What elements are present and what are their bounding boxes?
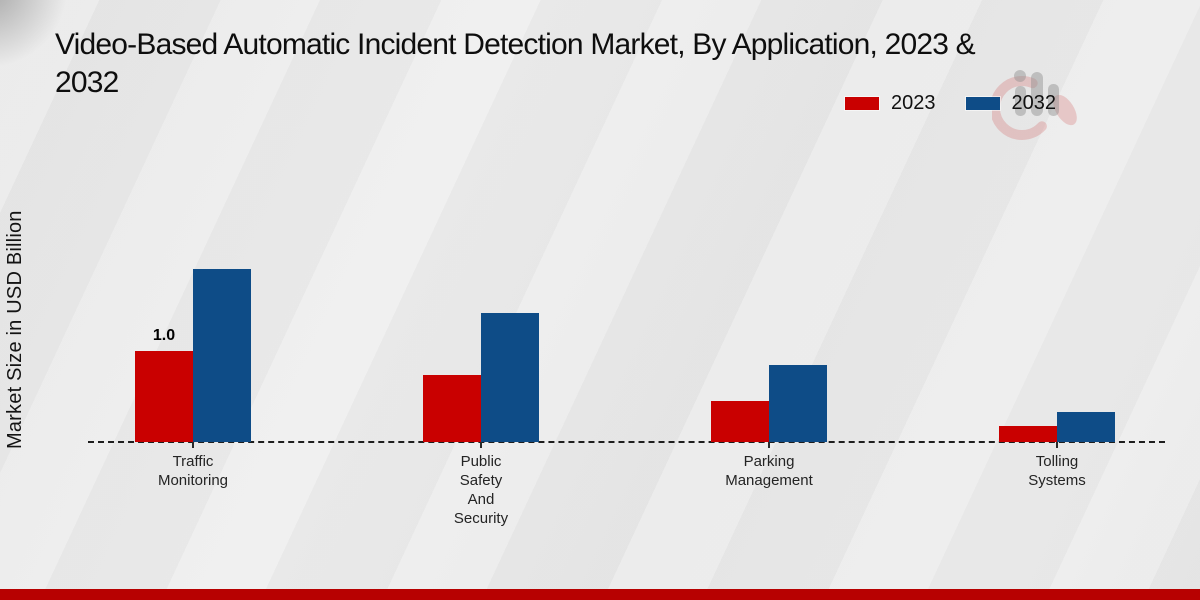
- legend-swatch-2032: [965, 97, 1000, 110]
- chart-title: Video-Based Automatic Incident Detection…: [55, 28, 976, 99]
- category-label-public-safety-and-security: Public Safety And Security: [453, 453, 509, 527]
- zero-axis-dashed-line: [88, 441, 1165, 443]
- x-tick-tolling-systems: [1056, 442, 1058, 448]
- legend-item-2032: 2032: [965, 92, 1057, 115]
- bar-2023-tolling-systems: [999, 426, 1057, 442]
- bar-2023-parking-management: [711, 401, 769, 442]
- bar-2032-tolling-systems: [1057, 412, 1115, 442]
- category-label-traffic-monitoring: Traffic Monitoring: [157, 453, 229, 489]
- x-tick-traffic-monitoring: [192, 442, 194, 448]
- bar-2032-traffic-monitoring: [193, 269, 251, 442]
- legend: 2023 2032: [845, 92, 1056, 115]
- legend-label-2032: 2032: [1011, 92, 1057, 114]
- category-label-parking-management: Parking Management: [725, 453, 813, 489]
- legend-swatch-2023: [845, 97, 879, 110]
- bar-2023-public-safety-and-security: [423, 375, 481, 442]
- x-tick-parking-management: [768, 442, 770, 448]
- bottom-accent-bar: [0, 589, 1200, 600]
- x-tick-public-safety-and-security: [480, 442, 482, 448]
- bar-2023-traffic-monitoring: [135, 351, 193, 442]
- category-label-tolling-systems: Tolling Systems: [1028, 453, 1086, 489]
- bar-value-label-2023-traffic-monitoring: 1.0: [152, 327, 176, 344]
- bar-2032-parking-management: [769, 365, 827, 442]
- legend-item-2023: 2023: [845, 92, 936, 115]
- legend-label-2023: 2023: [891, 92, 936, 114]
- bar-2032-public-safety-and-security: [481, 313, 539, 442]
